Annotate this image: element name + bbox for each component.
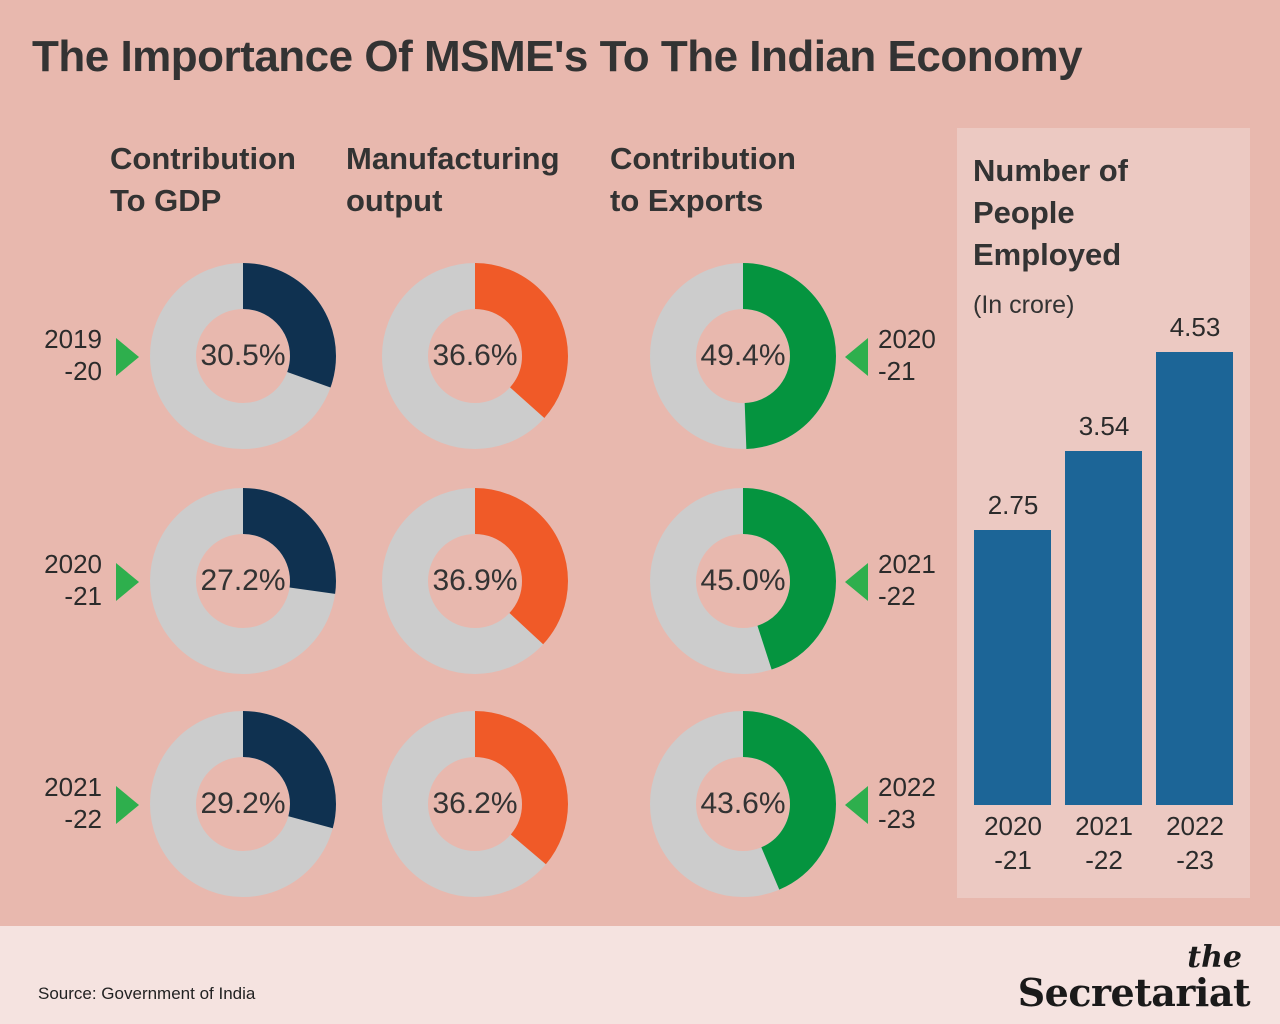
donut-graphic <box>150 263 336 449</box>
arrow-left-2 <box>116 563 139 601</box>
donut-exports-2: 45.0% <box>650 488 836 674</box>
donut-value-label: 30.5% <box>200 339 286 372</box>
donut-segment <box>650 263 836 449</box>
logo-name: Secretariat <box>1017 970 1251 1015</box>
arrow-right-3 <box>845 786 868 824</box>
column-header-gdp: Contribution To GDP <box>110 141 296 218</box>
column-header-exports: Contribution to Exports <box>610 141 796 218</box>
donut-graphic <box>382 711 568 897</box>
donut-gdp-2: 27.2% <box>150 488 336 674</box>
donut-manufacturing-1: 36.6% <box>382 263 568 449</box>
year-label-left-3: 2021 -22 <box>44 772 102 834</box>
donut-segment <box>382 711 568 897</box>
donut-segment <box>150 488 336 674</box>
bar-value-label: 4.53 <box>1169 312 1221 342</box>
donut-segment <box>150 263 336 449</box>
donut-value-label: 43.6% <box>700 787 786 820</box>
donut-value-label: 36.9% <box>432 564 518 597</box>
donut-graphic <box>650 488 836 674</box>
bar-3 <box>1156 352 1233 805</box>
logo-the: the <box>1187 940 1242 975</box>
bar-category-label: 2022 -23 <box>1166 811 1224 875</box>
bar-value-label: 3.54 <box>1078 411 1130 441</box>
chart-title: The Importance Of MSME's To The Indian E… <box>32 32 1083 81</box>
employment-panel: Number of People Employed (In crore) 2.7… <box>957 128 1250 898</box>
year-label-left-1: 2019 -20 <box>44 324 102 386</box>
panel-unit-label: (In crore) <box>973 291 1075 319</box>
bar-1 <box>974 530 1051 805</box>
year-label-right-2: 2021 -22 <box>878 549 936 611</box>
donut-value-label: 29.2% <box>200 787 286 820</box>
arrow-left-3 <box>116 786 139 824</box>
donut-segment <box>650 711 836 897</box>
donut-segment <box>382 263 568 449</box>
arrow-right-1 <box>845 338 868 376</box>
donut-gdp-1: 30.5% <box>150 263 336 449</box>
arrow-right-2 <box>845 563 868 601</box>
donut-value-label: 36.6% <box>432 339 518 372</box>
donut-segment <box>650 488 836 674</box>
donut-value-label: 36.2% <box>432 787 518 820</box>
donut-gdp-3: 29.2% <box>150 711 336 897</box>
source-note: Source: Government of India <box>38 984 256 1003</box>
bar-category-label: 2021 -22 <box>1075 811 1133 875</box>
column-header-manufacturing: Manufacturing output <box>346 141 560 218</box>
donut-value-label: 27.2% <box>200 564 286 597</box>
donut-graphic <box>150 711 336 897</box>
bar-2 <box>1065 451 1142 805</box>
donut-segment <box>382 488 568 674</box>
year-label-left-2: 2020 -21 <box>44 549 102 611</box>
donut-graphic <box>650 263 836 449</box>
donut-value-label: 49.4% <box>700 339 786 372</box>
donut-segment <box>150 711 336 897</box>
publisher-logo: the Secretariat <box>1017 940 1251 1015</box>
donut-graphic <box>650 711 836 897</box>
donut-exports-3: 43.6% <box>650 711 836 897</box>
donut-graphic <box>382 263 568 449</box>
arrow-left-1 <box>116 338 139 376</box>
donut-exports-1: 49.4% <box>650 263 836 449</box>
bar-value-label: 2.75 <box>987 490 1039 520</box>
donut-graphic <box>150 488 336 674</box>
year-label-right-1: 2020 -21 <box>878 324 936 386</box>
bar-category-label: 2020 -21 <box>984 811 1042 875</box>
donut-manufacturing-3: 36.2% <box>382 711 568 897</box>
donut-manufacturing-2: 36.9% <box>382 488 568 674</box>
year-label-right-3: 2022 -23 <box>878 772 936 834</box>
donut-graphic <box>382 488 568 674</box>
panel-title: Number of People Employed <box>973 153 1128 272</box>
donut-value-label: 45.0% <box>700 564 786 597</box>
footer: Source: Government of India the Secretar… <box>0 926 1280 1024</box>
